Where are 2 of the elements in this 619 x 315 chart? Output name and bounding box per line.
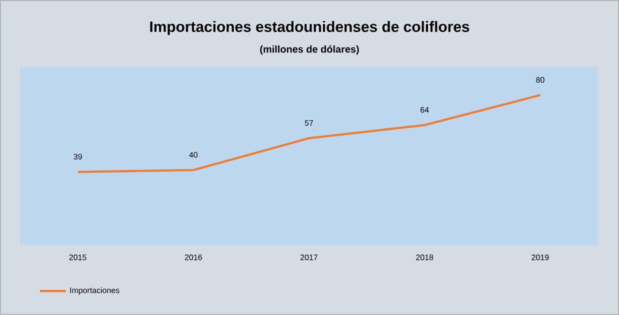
chart-subtitle: (millones de dólares) [260,45,359,55]
chart-title: Importaciones estadounidenses de coliflores [150,21,470,35]
